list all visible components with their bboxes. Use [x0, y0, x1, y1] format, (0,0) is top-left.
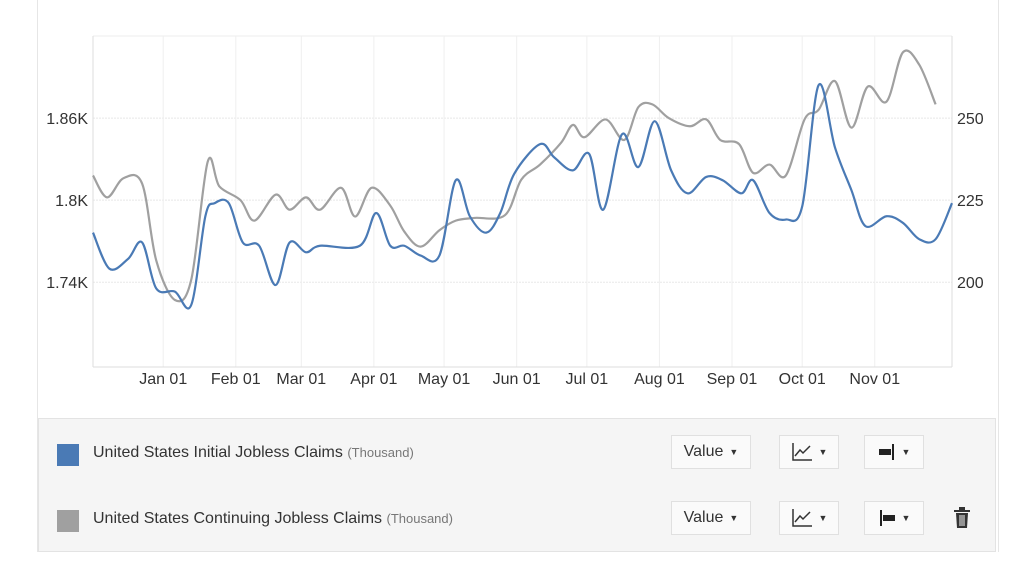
x-tick-label: Jul 01 — [566, 371, 609, 388]
x-tick-label: Mar 01 — [276, 371, 326, 388]
value-dropdown[interactable]: Value ▼ — [671, 501, 751, 535]
line-chart-icon — [791, 509, 812, 527]
x-tick-label: Jan 01 — [139, 371, 187, 388]
series-line-united-states-continuing-jobless-claims — [92, 49, 937, 303]
legend-row-continuing-claims: United States Continuing Jobless Claims … — [39, 501, 995, 541]
caret-down-icon: ▼ — [818, 513, 828, 523]
axis-dropdown[interactable]: ▼ — [864, 501, 924, 535]
y-left-tick-label: 1.86K — [46, 111, 88, 128]
y-right-tick-label: 250 — [957, 111, 984, 128]
y-right-tick-label: 225 — [957, 193, 984, 210]
series-name: United States Initial Jobless Claims (Th… — [93, 444, 414, 461]
caret-down-icon: ▼ — [901, 447, 911, 457]
x-tick-label: Aug 01 — [634, 371, 685, 388]
x-tick-label: Nov 01 — [849, 371, 900, 388]
x-tick-label: Oct 01 — [779, 371, 826, 388]
caret-down-icon: ▼ — [818, 447, 828, 457]
series-color-swatch[interactable] — [57, 510, 79, 532]
x-tick-label: Apr 01 — [350, 371, 397, 388]
axis-dropdown[interactable]: ▼ — [864, 435, 924, 469]
x-tick-label: May 01 — [418, 371, 471, 388]
caret-down-icon: ▼ — [901, 513, 911, 523]
series-name: United States Continuing Jobless Claims … — [93, 510, 453, 527]
series-legend-panel: United States Initial Jobless Claims (Th… — [38, 418, 996, 552]
x-tick-label: Jun 01 — [493, 371, 541, 388]
y-left-tick-label: 1.74K — [46, 275, 88, 292]
chart-type-dropdown[interactable]: ▼ — [779, 435, 839, 469]
caret-down-icon: ▼ — [729, 513, 739, 523]
trash-icon[interactable] — [953, 507, 971, 529]
y-left-tick-label: 1.8K — [55, 193, 88, 210]
chart-type-dropdown[interactable]: ▼ — [779, 501, 839, 535]
x-tick-label: Sep 01 — [707, 371, 758, 388]
axis-left-icon — [879, 510, 895, 526]
y-right-tick-label: 200 — [957, 275, 984, 292]
line-chart-icon — [791, 443, 812, 461]
legend-row-initial-claims: United States Initial Jobless Claims (Th… — [39, 435, 995, 475]
axis-right-icon — [878, 444, 894, 460]
x-tick-label: Feb 01 — [211, 371, 261, 388]
chart-frame — [37, 0, 999, 552]
chart: 1.86K 1.8K 1.74K 250 225 200 Jan 01 Feb 01 Mar 0… — [46, 35, 984, 388]
value-dropdown[interactable]: Value ▼ — [671, 435, 751, 469]
caret-down-icon: ▼ — [729, 447, 739, 457]
series-color-swatch[interactable] — [57, 444, 79, 466]
series-line-united-states-initial-jobless-claims — [91, 82, 954, 310]
